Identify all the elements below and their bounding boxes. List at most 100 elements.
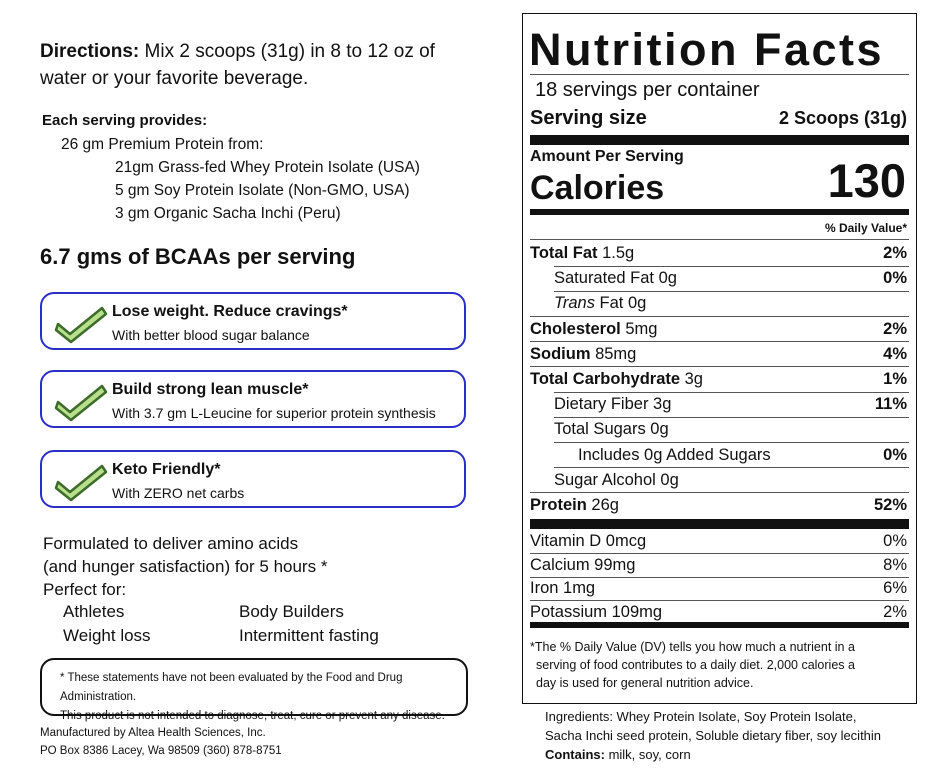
nutrient-amount: 26g xyxy=(586,496,619,514)
nutrient-name: Protein xyxy=(530,496,587,514)
nutrient-dv: 11% xyxy=(874,395,907,414)
manufacturer-line: Manufactured by Altea Health Sciences, I… xyxy=(40,727,266,739)
nutrient-dv: 2% xyxy=(883,319,907,338)
thick-rule xyxy=(530,135,909,145)
use-item: Athletes xyxy=(63,602,125,621)
divider xyxy=(530,366,909,368)
provides-line: 26 gm Premium Protein from: xyxy=(61,136,264,153)
use-item: Intermittent fasting xyxy=(239,626,379,645)
directions: Directions: Mix 2 scoops (31g) in 8 to 1… xyxy=(40,38,480,92)
footnote-line: day is used for general nutrition advice… xyxy=(536,676,754,690)
serving-size-label: Serving size xyxy=(530,107,647,129)
benefit-subtitle: With 3.7 gm L-Leucine for superior prote… xyxy=(112,405,436,421)
footnote-line: serving of food contributes to a daily d… xyxy=(536,658,855,672)
check-icon xyxy=(54,306,108,344)
nutrient-row: Dietary Fiber 3g 11% xyxy=(530,394,909,414)
nutrient-dv: 4% xyxy=(883,344,907,363)
formulated-text: Formulated to deliver amino acids (and h… xyxy=(43,532,327,601)
vitamin-row: Potassium 109mg 2% xyxy=(530,602,909,622)
divider xyxy=(530,600,909,602)
divider xyxy=(530,74,909,75)
vitamin-name: Calcium 99mg xyxy=(530,555,636,574)
calories-label: Calories xyxy=(530,169,665,207)
vitamin-name: Potassium 109mg xyxy=(530,602,663,621)
nutrient-amount: Fat 0g xyxy=(594,294,647,313)
nutrient-amount: 5mg xyxy=(620,319,658,338)
nutrient-name: Saturated Fat xyxy=(554,269,654,288)
divider xyxy=(554,416,909,418)
fda-disclaimer: * These statements have not been evaluat… xyxy=(40,658,468,722)
nutrient-dv: 0% xyxy=(883,269,907,288)
calories-value: 130 xyxy=(827,154,906,207)
benefit-subtitle: With better blood sugar balance xyxy=(112,327,310,343)
vitamin-row: Calcium 99mg 8% xyxy=(530,555,909,575)
divider xyxy=(554,441,909,443)
nutrition-facts-title: Nutrition Facts xyxy=(529,24,885,75)
directions-label: Directions: xyxy=(40,41,140,62)
serving-size-row: Serving size 2 Scoops (31g) xyxy=(530,106,909,130)
nutrient-dv: 1% xyxy=(883,370,907,388)
footnote-line: The % Daily Value (DV) tells you how muc… xyxy=(534,640,855,654)
vitamin-dv: 8% xyxy=(883,555,907,574)
nutrient-name: Total Fat xyxy=(530,244,598,262)
calories-row: Calories xyxy=(530,168,909,208)
nutrient-name: Sugar Alcohol xyxy=(554,470,656,489)
nutrient-name: Total Sugars xyxy=(554,420,646,439)
nutrient-row: Sodium 85mg 4% xyxy=(530,344,909,364)
nutrient-name: Cholesterol xyxy=(530,319,621,338)
perfect-for-label: Perfect for: xyxy=(43,580,127,599)
nutrient-amount: 0g xyxy=(655,470,679,489)
formulated-line: (and hunger satisfaction) for 5 hours * xyxy=(43,557,328,576)
nutrient-amount: 3g xyxy=(648,395,672,414)
check-icon xyxy=(54,384,108,422)
nutrient-row: Saturated Fat 0g 0% xyxy=(530,268,909,288)
nutrient-row: Total Carbohydrate 3g 1% xyxy=(530,369,909,389)
benefit-card: Build strong lean muscle* With 3.7 gm L-… xyxy=(40,370,466,428)
servings-per-container: 18 servings per container xyxy=(535,79,760,101)
vitamin-row: Vitamin D 0mcg 0% xyxy=(530,531,909,551)
nutrient-amount: 0g xyxy=(653,269,677,288)
benefit-title: Lose weight. Reduce cravings* xyxy=(112,303,348,320)
dv-footnote: *The % Daily Value (DV) tells you how mu… xyxy=(530,638,910,692)
divider xyxy=(554,265,909,267)
nutrient-row: Cholesterol 5mg 2% xyxy=(530,319,909,339)
amount-per-serving: Amount Per Serving xyxy=(530,148,684,165)
use-item: Weight loss xyxy=(63,626,151,645)
nutrient-name: Includes 0g Added Sugars xyxy=(578,445,771,464)
check-icon xyxy=(54,464,108,502)
nutrient-amount: 1.5g xyxy=(597,244,635,262)
thick-rule xyxy=(530,519,909,529)
divider xyxy=(530,576,909,578)
disclaimer-line: * These statements have not been evaluat… xyxy=(60,672,403,703)
vitamin-row: Iron 1mg 6% xyxy=(530,578,909,598)
nutrient-row: Total Sugars 0g xyxy=(530,419,909,439)
nutrient-amount: 0g xyxy=(645,420,669,439)
contains-line: Contains: milk, soy, corn xyxy=(545,745,925,764)
nutrient-dv: 52% xyxy=(873,496,907,514)
dv-header: % Daily Value* xyxy=(824,221,907,235)
formulated-line: Formulated to deliver amino acids xyxy=(43,534,299,553)
benefit-title: Keto Friendly* xyxy=(112,461,221,478)
vitamin-dv: 6% xyxy=(883,579,907,598)
directions-text: Mix 2 scoops (31g) in 8 to 12 oz of wate… xyxy=(40,41,435,89)
ingredients-line: Sacha Inchi seed protein, Soluble dietar… xyxy=(545,728,882,743)
nutrient-amount: 85mg xyxy=(590,344,637,363)
vitamin-dv: 2% xyxy=(883,602,907,621)
divider xyxy=(530,553,909,554)
vitamin-dv: 0% xyxy=(883,532,907,550)
vitamin-name: Vitamin D 0mcg xyxy=(530,532,647,550)
nutrient-name: Sodium xyxy=(530,344,591,363)
disclaimer-line: This product is not intended to diagnose… xyxy=(60,710,445,722)
benefit-subtitle: With ZERO net carbs xyxy=(112,485,245,501)
serving-provides-heading: Each serving provides: xyxy=(42,112,208,129)
divider xyxy=(530,315,909,317)
nutrient-name: Trans xyxy=(554,294,595,313)
nutrient-row: Total Fat 1.5g 2% xyxy=(530,243,909,263)
nutrient-amount: 3g xyxy=(680,370,703,388)
nutrient-dv: 0% xyxy=(883,445,907,464)
nutrient-row: Protein 26g 52% xyxy=(530,495,909,515)
divider xyxy=(530,341,909,343)
benefit-title: Build strong lean muscle* xyxy=(112,381,309,398)
nutrient-dv: 2% xyxy=(883,244,907,262)
provides-line: 3 gm Organic Sacha Inchi (Peru) xyxy=(115,205,341,222)
